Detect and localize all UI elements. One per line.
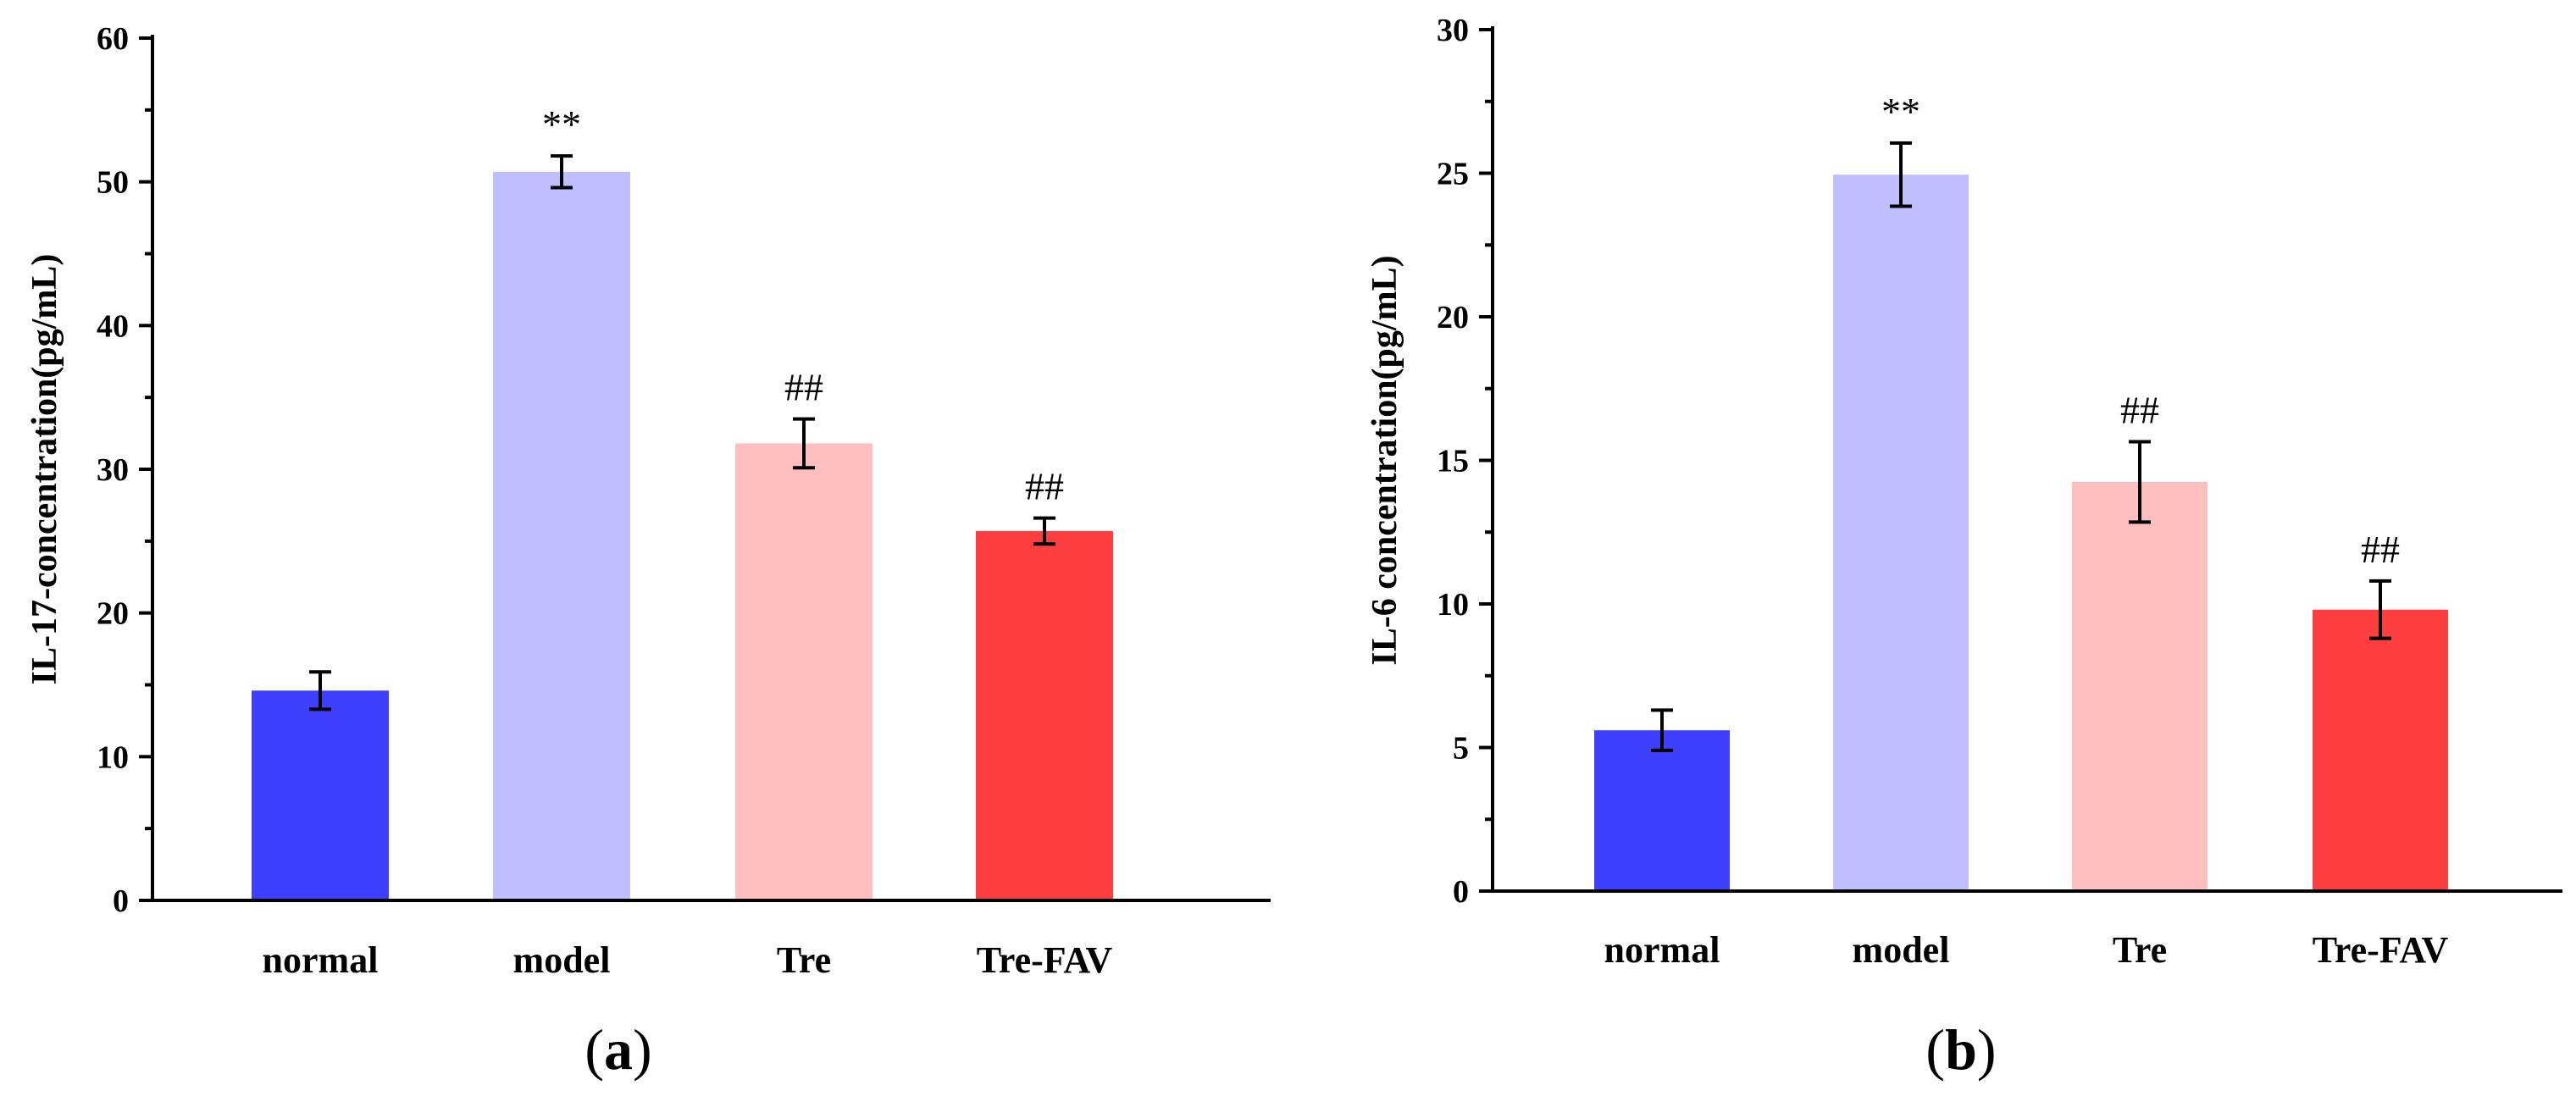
panel-label: (b) <box>1925 1017 1996 1082</box>
bar-model <box>493 171 630 901</box>
bar-tre-fav <box>976 530 1113 900</box>
x-tick-label: Tre-FAV <box>977 939 1113 981</box>
y-tick-label: 10 <box>97 739 129 775</box>
significance-marker: ** <box>542 102 581 146</box>
y-tick-label: 20 <box>1437 300 1469 335</box>
y-tick-label: 10 <box>1437 587 1469 623</box>
panel-label: (a) <box>584 1017 651 1082</box>
x-tick-label: normal <box>1604 929 1720 971</box>
panel-open-paren: ( <box>584 1017 604 1082</box>
x-tick-label: normal <box>263 939 379 981</box>
significance-marker: ## <box>1025 465 1064 508</box>
panel-letter: b <box>1945 1017 1977 1082</box>
error-bar-model <box>1890 141 1912 208</box>
chart-a-il17: normal ** model ## Tre ## Tre-FAV 0 10 20 30 40 50 60… <box>25 21 1271 1082</box>
significance-marker: ** <box>1881 90 1920 133</box>
panel-close-paren: ) <box>1977 1017 1997 1082</box>
bar-tre-fav <box>2313 609 2448 891</box>
y-tick-label: 25 <box>1437 157 1469 192</box>
chart-b-il6: normal ** model ## Tre ## Tre-FAV 0 5 10 15 20 25 30 I… <box>1366 13 2562 1082</box>
bar-tre <box>735 443 873 900</box>
x-tick-label: Tre-FAV <box>2313 929 2449 971</box>
error-bar-tre-fav <box>2369 579 2391 640</box>
x-tick-label: Tre <box>2113 929 2167 971</box>
y-axis-title: IL-17-concentration(pg/mL) <box>25 254 64 685</box>
y-tick-label: 30 <box>97 452 129 488</box>
error-bar-tre <box>793 417 815 470</box>
x-tick-label: Tre <box>777 939 831 981</box>
bar-normal <box>252 690 389 900</box>
panel-open-paren: ( <box>1925 1017 1945 1082</box>
significance-marker: ## <box>2120 388 2159 431</box>
panel-close-paren: ) <box>633 1017 652 1082</box>
y-axis-title: IL-6 concentration(pg/mL) <box>1366 255 1404 665</box>
significance-marker: ## <box>2361 528 2400 571</box>
error-bar-normal <box>309 670 331 712</box>
error-bar-normal <box>1651 708 1673 752</box>
y-tick-label: 0 <box>1453 874 1469 910</box>
x-tick-label: model <box>513 939 611 981</box>
x-tick-label: model <box>1853 929 1950 971</box>
bar-tre <box>2072 481 2208 891</box>
bar-model <box>1833 174 1969 891</box>
y-tick-label: 20 <box>97 596 129 632</box>
y-tick-label: 40 <box>97 308 129 344</box>
y-tick-label: 5 <box>1453 731 1469 767</box>
significance-marker: ## <box>784 366 823 409</box>
y-tick-label: 60 <box>97 21 129 57</box>
panel-letter: a <box>604 1017 633 1082</box>
error-bar-model <box>551 154 573 190</box>
error-bar-tre <box>2129 440 2151 524</box>
bar-normal <box>1594 730 1730 891</box>
error-bar-tre-fav <box>1033 516 1055 546</box>
y-tick-label: 15 <box>1437 444 1469 479</box>
y-tick-label: 0 <box>113 883 129 919</box>
y-tick-label: 50 <box>97 165 129 201</box>
y-tick-label: 30 <box>1437 13 1469 48</box>
